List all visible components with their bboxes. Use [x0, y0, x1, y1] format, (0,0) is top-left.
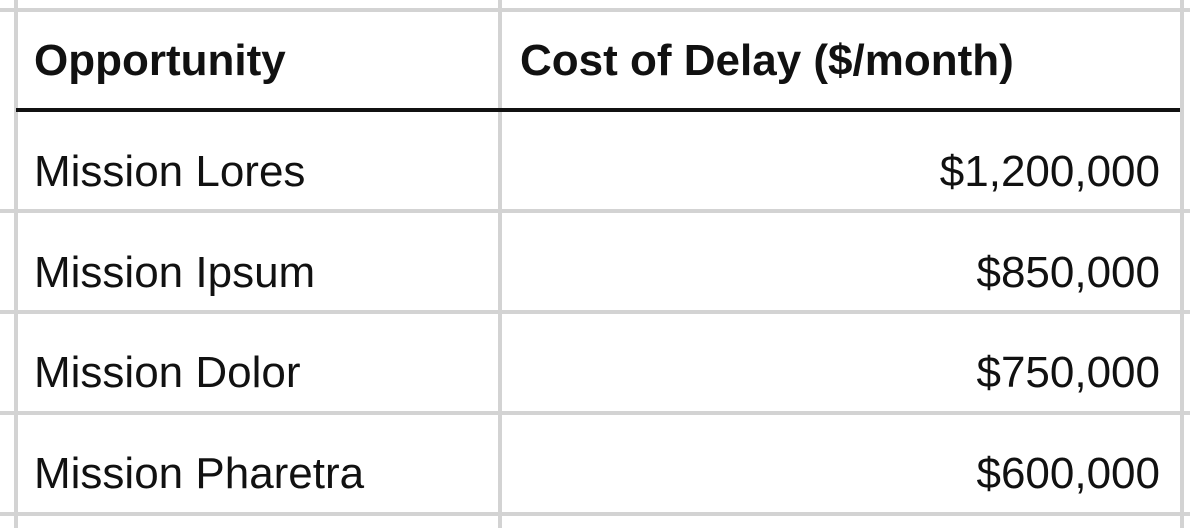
table-cell-opportunity[interactable]: Mission Pharetra	[34, 448, 365, 498]
grid-line-horizontal	[0, 209, 1190, 213]
table-cell-opportunity[interactable]: Mission Lores	[34, 146, 306, 196]
table-cell-cost-of-delay[interactable]: $600,000	[976, 448, 1160, 498]
grid-line-horizontal	[0, 8, 1190, 12]
table-cell-cost-of-delay[interactable]: $1,200,000	[939, 146, 1160, 196]
header-cell-cost-of-delay[interactable]: Cost of Delay ($/month)	[520, 35, 1014, 85]
grid-line-horizontal	[0, 310, 1190, 314]
grid-line-vertical	[1180, 0, 1184, 528]
table-cell-cost-of-delay[interactable]: $850,000	[976, 247, 1160, 297]
table-cell-cost-of-delay[interactable]: $750,000	[976, 347, 1160, 397]
header-bottom-border	[16, 108, 1180, 112]
table-cell-opportunity[interactable]: Mission Dolor	[34, 347, 301, 397]
grid-line-horizontal	[0, 411, 1190, 415]
grid-line-horizontal	[0, 512, 1190, 516]
table-cell-opportunity[interactable]: Mission Ipsum	[34, 247, 316, 297]
grid-line-vertical	[498, 0, 502, 528]
header-cell-opportunity[interactable]: Opportunity	[34, 35, 286, 85]
grid-line-vertical	[14, 0, 18, 528]
